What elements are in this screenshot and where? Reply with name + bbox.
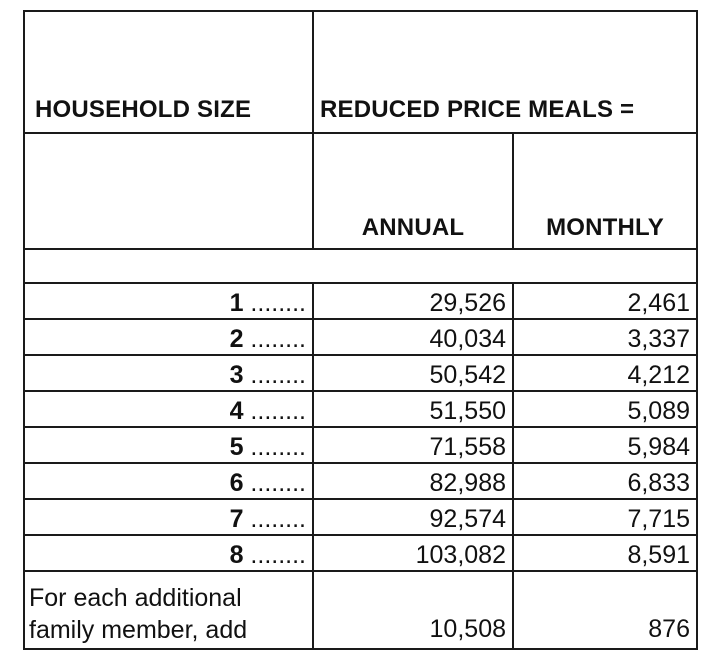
household-size-cell: 4 ........ <box>23 390 314 428</box>
annual-cell: 82,988 <box>312 462 514 500</box>
annual-cell: 51,550 <box>312 390 514 428</box>
annual-cell: 103,082 <box>312 534 514 572</box>
monthly-cell: 5,089 <box>512 390 698 428</box>
leader-dots: ........ <box>250 397 306 425</box>
table-row: 1 ........ 29,526 2,461 <box>23 282 698 320</box>
spacer-cell <box>23 248 698 284</box>
additional-member-label: For each additional family member, add <box>23 570 314 650</box>
header-row-sub: ANNUAL MONTHLY <box>23 132 698 250</box>
household-size-cell: 5 ........ <box>23 426 314 464</box>
table-row: 8 ........ 103,082 8,591 <box>23 534 698 572</box>
monthly-cell: 7,715 <box>512 498 698 536</box>
leader-dots: ........ <box>250 541 306 569</box>
annual-cell: 92,574 <box>312 498 514 536</box>
annual-cell: 40,034 <box>312 318 514 356</box>
annual-cell: 71,558 <box>312 426 514 464</box>
income-eligibility-table: HOUSEHOLD SIZE REDUCED PRICE MEALS = ANN… <box>23 10 698 650</box>
household-size-value: 4 <box>229 397 244 425</box>
leader-dots: ........ <box>250 433 306 461</box>
household-size-header: HOUSEHOLD SIZE <box>23 10 314 134</box>
household-size-cell: 6 ........ <box>23 462 314 500</box>
leader-dots: ........ <box>250 289 306 317</box>
household-size-value: 7 <box>229 505 244 533</box>
household-size-value: 2 <box>229 325 244 353</box>
monthly-cell: 3,337 <box>512 318 698 356</box>
blank-header-cell <box>23 132 314 250</box>
reduced-price-meals-header: REDUCED PRICE MEALS = <box>312 10 698 134</box>
leader-dots: ........ <box>250 325 306 353</box>
household-size-cell: 2 ........ <box>23 318 314 356</box>
leader-dots: ........ <box>250 361 306 389</box>
household-size-value: 3 <box>229 361 244 389</box>
household-size-cell: 8 ........ <box>23 534 314 572</box>
table-row: 5 ........ 71,558 5,984 <box>23 426 698 464</box>
monthly-cell: 8,591 <box>512 534 698 572</box>
leader-dots: ........ <box>250 469 306 497</box>
monthly-cell: 4,212 <box>512 354 698 392</box>
additional-member-row: For each additional family member, add 1… <box>23 570 698 650</box>
monthly-cell: 6,833 <box>512 462 698 500</box>
annual-cell: 50,542 <box>312 354 514 392</box>
table-row: 2 ........ 40,034 3,337 <box>23 318 698 356</box>
household-size-cell: 7 ........ <box>23 498 314 536</box>
monthly-header: MONTHLY <box>512 132 698 250</box>
table-row: 6 ........ 82,988 6,833 <box>23 462 698 500</box>
leader-dots: ........ <box>250 505 306 533</box>
annual-header: ANNUAL <box>312 132 514 250</box>
household-size-value: 8 <box>229 541 244 569</box>
additional-annual-cell: 10,508 <box>312 570 514 650</box>
annual-cell: 29,526 <box>312 282 514 320</box>
monthly-cell: 5,984 <box>512 426 698 464</box>
table-row: 4 ........ 51,550 5,089 <box>23 390 698 428</box>
household-size-cell: 1 ........ <box>23 282 314 320</box>
header-row-top: HOUSEHOLD SIZE REDUCED PRICE MEALS = <box>23 10 698 134</box>
household-size-value: 1 <box>229 289 244 317</box>
table-row: 7 ........ 92,574 7,715 <box>23 498 698 536</box>
table-row: 3 ........ 50,542 4,212 <box>23 354 698 392</box>
spacer-row <box>23 248 698 284</box>
household-size-value: 5 <box>229 433 244 461</box>
household-size-cell: 3 ........ <box>23 354 314 392</box>
household-size-value: 6 <box>229 469 244 497</box>
monthly-cell: 2,461 <box>512 282 698 320</box>
additional-monthly-cell: 876 <box>512 570 698 650</box>
